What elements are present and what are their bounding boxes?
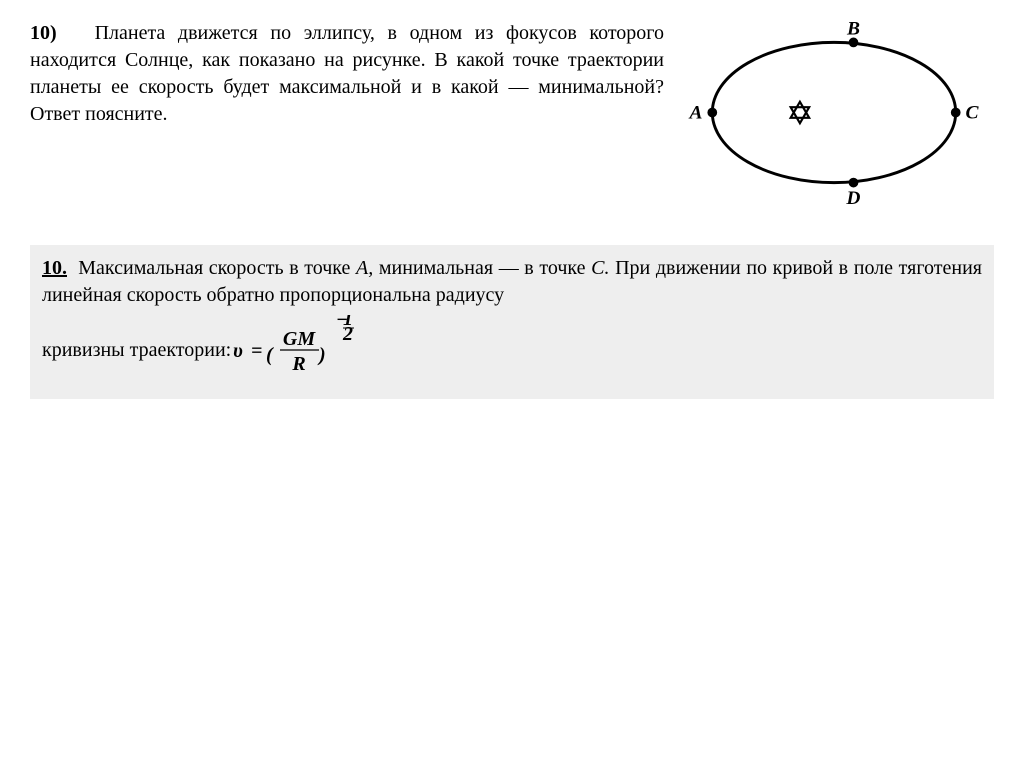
question-text: 10) Планета движется по эллипсу, в одном… (30, 20, 664, 128)
formula-num: GM (283, 328, 316, 350)
formula: υ = ( GM R ) − 1 2 (231, 315, 371, 385)
label-a: A (689, 102, 703, 123)
question-number: 10) (30, 22, 57, 44)
sun-icon (791, 102, 810, 123)
svg-text:(: ( (266, 344, 274, 366)
formula-var: υ (233, 340, 243, 362)
formula-den: R (292, 353, 306, 375)
label-c: C (965, 102, 979, 123)
orbit-figure: A B C D (674, 20, 994, 205)
svg-text:): ) (317, 344, 326, 366)
answer-number: 10. (42, 257, 67, 279)
formula-eq: = (251, 340, 262, 362)
question-body: Планета движется по эллипсу, в одном из … (30, 22, 664, 125)
orbit-ellipse (712, 42, 955, 182)
answer-block: 10. Максимальная скорость в точке A, мин… (30, 245, 994, 399)
point-a (707, 108, 717, 118)
label-d: D (845, 188, 860, 205)
answer-line2: кривизны траектории: υ = ( GM R ) − 1 2 (42, 315, 982, 385)
label-b: B (846, 20, 860, 40)
point-d (849, 178, 859, 188)
point-c (951, 108, 961, 118)
answer-line1: 10. Максимальная скорость в точке A, мин… (42, 255, 982, 309)
exp-den: 2 (342, 323, 353, 345)
